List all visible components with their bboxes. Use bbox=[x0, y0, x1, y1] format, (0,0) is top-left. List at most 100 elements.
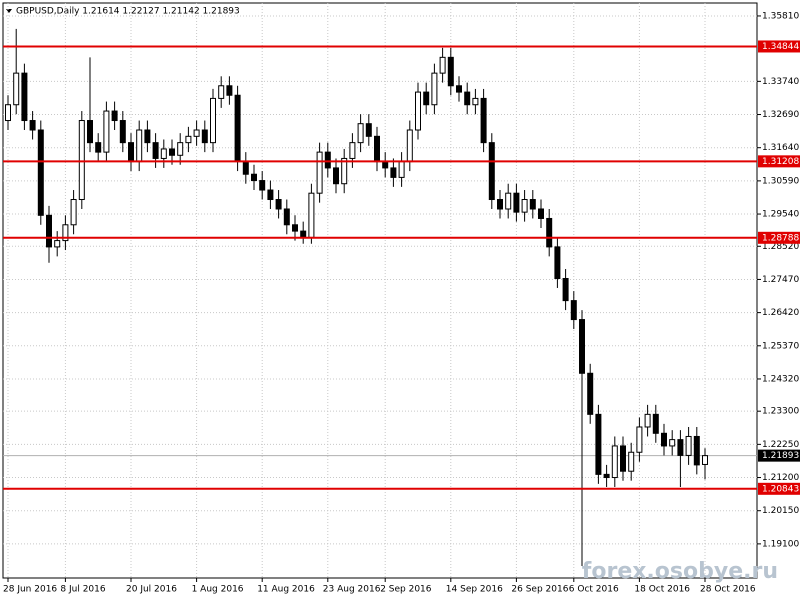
candle-body bbox=[546, 217, 553, 248]
x-tick-label: 11 Aug 2016 bbox=[257, 585, 315, 595]
candle-body bbox=[570, 300, 577, 321]
candle-body bbox=[628, 451, 635, 472]
candle-body bbox=[603, 473, 610, 479]
candle-body bbox=[644, 413, 651, 428]
level-tag bbox=[758, 155, 800, 168]
candle-body bbox=[374, 135, 380, 163]
candle-body bbox=[464, 91, 471, 106]
candle-body bbox=[341, 157, 348, 185]
candle-body bbox=[513, 192, 520, 213]
candle-body bbox=[595, 413, 602, 475]
candle-body bbox=[283, 208, 290, 226]
y-tick-label: 1.20150 bbox=[762, 506, 799, 516]
candle-body bbox=[275, 199, 282, 210]
level-label: 1.28788 bbox=[762, 233, 799, 243]
candle-body bbox=[382, 161, 389, 169]
candle-body bbox=[259, 180, 266, 191]
candle-body bbox=[431, 72, 438, 106]
candle-body bbox=[62, 224, 69, 242]
candle-body bbox=[177, 142, 184, 156]
candle-body bbox=[128, 142, 134, 163]
x-tick-label: 18 Oct 2016 bbox=[634, 585, 690, 595]
candle-body bbox=[587, 372, 594, 415]
candle-body bbox=[562, 277, 569, 302]
y-tick-label: 1.21200 bbox=[762, 473, 799, 483]
candle-body bbox=[538, 208, 544, 219]
candle-body bbox=[300, 230, 307, 238]
x-tick-label: 8 Jul 2016 bbox=[60, 585, 105, 595]
candle-body bbox=[447, 56, 454, 87]
candle-body bbox=[611, 445, 618, 479]
x-tick-label: 6 Oct 2016 bbox=[569, 585, 619, 595]
candle-body bbox=[472, 97, 479, 106]
candle-body bbox=[677, 439, 684, 456]
candle-body bbox=[406, 129, 413, 163]
x-tick-label: 2 Sep 2016 bbox=[380, 585, 432, 595]
x-tick-label: 23 Aug 2016 bbox=[323, 585, 381, 595]
y-tick-label: 1.30590 bbox=[762, 176, 799, 186]
candle-body bbox=[267, 189, 274, 201]
y-tick-label: 1.32690 bbox=[762, 110, 799, 120]
candle-body bbox=[54, 240, 61, 248]
candle-body bbox=[316, 151, 323, 194]
candle-body bbox=[497, 199, 503, 210]
y-tick-label: 1.26420 bbox=[762, 308, 799, 318]
candle-body bbox=[87, 120, 93, 144]
y-tick-label: 1.25370 bbox=[762, 341, 799, 351]
candle-body bbox=[398, 161, 405, 178]
candle-body bbox=[423, 91, 430, 106]
candle-body bbox=[218, 85, 225, 99]
candle-body bbox=[324, 151, 331, 169]
x-tick-label: 1 Aug 2016 bbox=[192, 585, 244, 595]
candle-body bbox=[201, 129, 208, 144]
x-tick-label: 28 Oct 2016 bbox=[700, 585, 756, 595]
price-label: 1.21893 bbox=[762, 451, 799, 461]
candle-body bbox=[226, 85, 233, 96]
candle-body bbox=[136, 129, 143, 163]
level-tag bbox=[758, 482, 800, 495]
candle-body bbox=[29, 120, 36, 131]
candle-body bbox=[554, 246, 561, 279]
candle-body bbox=[152, 142, 159, 159]
candle-body bbox=[144, 129, 151, 144]
candle-body bbox=[70, 199, 77, 226]
y-tick-label: 1.29540 bbox=[762, 210, 799, 220]
candle-body bbox=[529, 199, 536, 210]
level-label: 1.34844 bbox=[762, 42, 799, 52]
candle-body bbox=[5, 104, 11, 122]
x-tick-label: 20 Jul 2016 bbox=[126, 585, 177, 595]
candle-body bbox=[349, 142, 356, 159]
candle-body bbox=[13, 72, 20, 106]
candle-body bbox=[193, 129, 200, 137]
candle-body bbox=[636, 426, 643, 453]
level-tag bbox=[758, 231, 800, 244]
candle-body bbox=[21, 72, 28, 122]
candle-body bbox=[169, 148, 175, 156]
plot-frame bbox=[2, 2, 758, 579]
candle-body bbox=[620, 445, 626, 472]
level-label: 1.20843 bbox=[762, 484, 799, 494]
candle-body bbox=[103, 110, 110, 153]
candle-body bbox=[210, 97, 216, 144]
candle-body bbox=[78, 120, 85, 201]
candle-body bbox=[661, 432, 667, 447]
y-tick-label: 1.22250 bbox=[762, 440, 799, 450]
x-tick-label: 26 Sep 2016 bbox=[511, 585, 568, 595]
watermark: forex.osobye.ru bbox=[582, 559, 778, 584]
candle-body bbox=[333, 167, 339, 185]
x-tick-label: 14 Sep 2016 bbox=[446, 585, 503, 595]
candle-body bbox=[95, 142, 102, 153]
candle-body bbox=[685, 435, 692, 456]
candle-body bbox=[308, 192, 315, 238]
candle-body bbox=[456, 85, 462, 93]
candle-body bbox=[579, 319, 585, 374]
chart-title: GBPUSD,Daily 1.21614 1.22127 1.21142 1.2… bbox=[16, 7, 240, 17]
y-tick-label: 1.27470 bbox=[762, 275, 799, 285]
x-tick-label: 28 Jun 2016 bbox=[3, 585, 57, 595]
candle-body bbox=[185, 135, 192, 144]
candle-body bbox=[357, 123, 364, 144]
candle-body bbox=[669, 439, 676, 447]
y-tick-label: 1.28520 bbox=[762, 242, 799, 252]
candle-body bbox=[693, 435, 700, 466]
